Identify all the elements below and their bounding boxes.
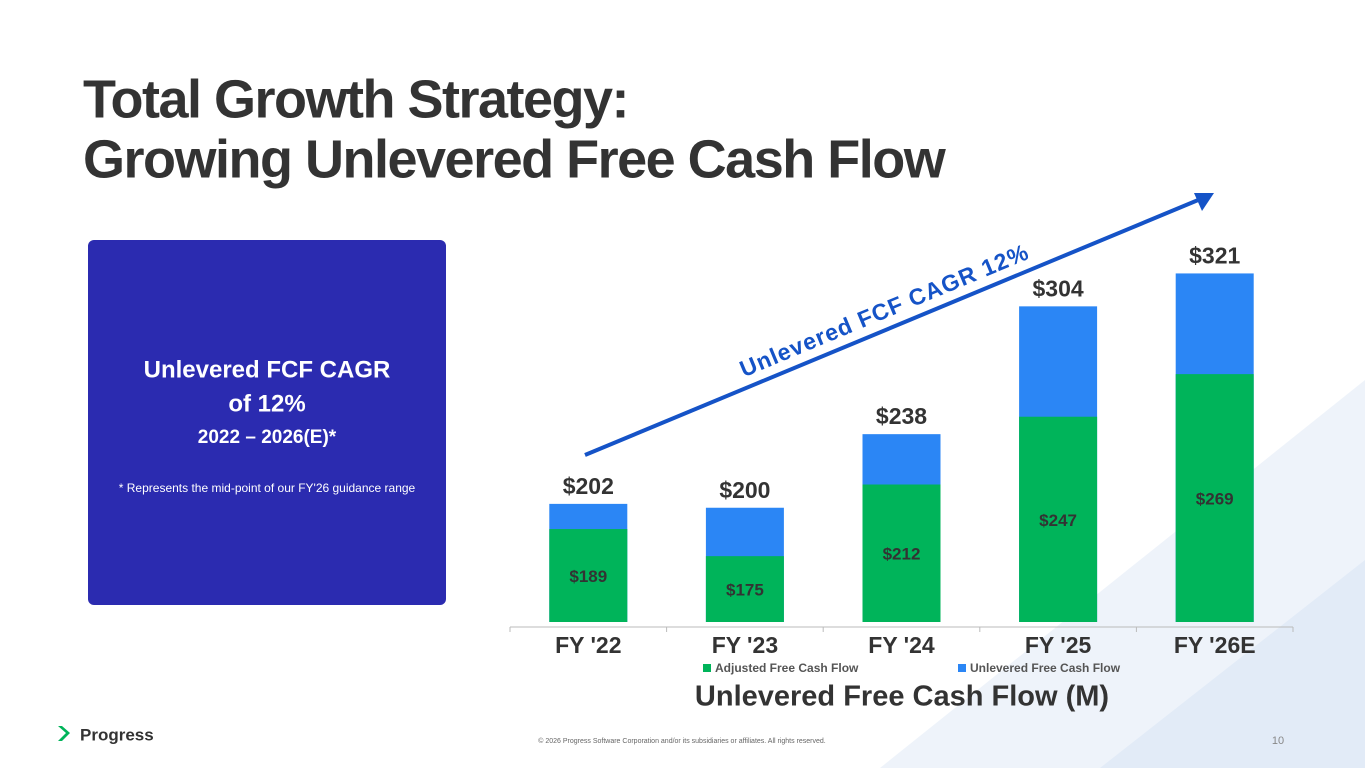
- total-label: $304: [1033, 275, 1084, 301]
- x-tick-label: FY '24: [868, 632, 935, 658]
- legend-label: Adjusted Free Cash Flow: [715, 661, 859, 675]
- arrow-head: [1194, 193, 1214, 211]
- segment-label: $247: [1039, 511, 1077, 530]
- logo-text: Progress: [80, 725, 154, 744]
- box-heading: of 12%: [228, 390, 305, 417]
- segment-label: $269: [1196, 490, 1234, 509]
- bar: [549, 529, 628, 622]
- segment-label: $189: [569, 567, 607, 586]
- x-tick-label: FY '25: [1025, 632, 1092, 658]
- x-axis-title: Unlevered Free Cash Flow (M): [695, 681, 1109, 713]
- x-tick-label: FY '26E: [1174, 632, 1256, 658]
- title-line: Total Growth Strategy:: [83, 69, 628, 129]
- info-box: [88, 240, 446, 605]
- legend-label: Unlevered Free Cash Flow: [970, 661, 1121, 675]
- legend-swatch: [958, 664, 966, 672]
- bar: [862, 484, 941, 622]
- x-tick-label: FY '22: [555, 632, 621, 658]
- bg-shape: [1100, 560, 1365, 768]
- bar: [1019, 416, 1098, 622]
- footer: © 2026 Progress Software Corporation and…: [538, 737, 826, 745]
- trend-arrow: [584, 196, 1204, 457]
- total-label: $321: [1189, 243, 1240, 269]
- total-label: $202: [563, 473, 614, 499]
- box-heading: Unlevered FCF CAGR: [144, 356, 391, 383]
- total-label: $200: [719, 477, 770, 503]
- x-tick-label: FY '23: [712, 632, 778, 658]
- total-label: $238: [876, 403, 927, 429]
- logo-icon: [58, 726, 70, 741]
- box-note: * Represents the mid-point of our FY'26 …: [119, 481, 416, 495]
- chart: $202 $200 $238 $304 $321 $189 $175 $212 $247 $269…: [509, 243, 1294, 675]
- segment-label: $175: [726, 581, 764, 600]
- page-number: 10: [1272, 735, 1284, 747]
- legend-swatch: [703, 664, 711, 672]
- title-line: Growing Unlevered Free Cash Flow: [83, 129, 947, 189]
- segment-label: $212: [883, 545, 921, 564]
- bar: [1175, 374, 1254, 622]
- box-period: 2022 – 2026(E)*: [198, 427, 337, 448]
- bar: [705, 556, 784, 622]
